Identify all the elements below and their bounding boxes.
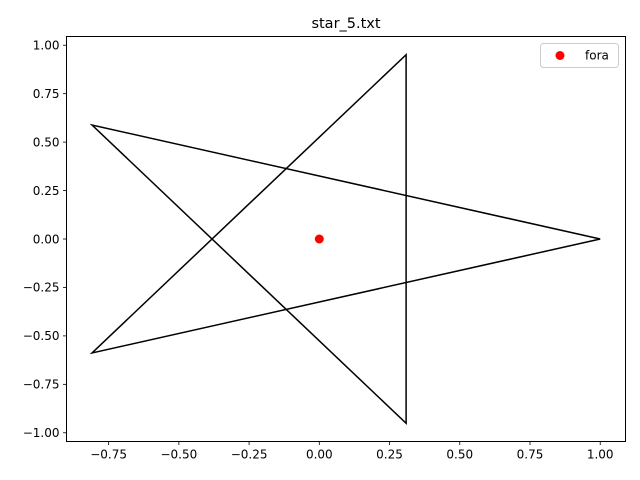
y-tick-label: 1.00: [33, 39, 60, 53]
x-tick-label: −0.75: [90, 448, 127, 462]
y-tick-label: −0.50: [23, 329, 60, 343]
x-tick-label: 1.00: [587, 448, 614, 462]
x-tick-label: 0.50: [446, 448, 473, 462]
x-axis-ticks: −0.75 −0.50 −0.25 0.00 0.25 0.50 0.75 1.00: [90, 441, 614, 462]
y-axis-ticks: 1.00 0.75 0.50 0.25 0.00 −0.25 −0.50 −0.75 −1.00: [23, 39, 67, 440]
x-tick-label: 0.00: [306, 448, 333, 462]
plot-layer: [89, 52, 601, 426]
x-tick-label: −0.25: [231, 448, 268, 462]
legend-box: [540, 43, 619, 68]
y-tick-label: 0.00: [33, 232, 60, 246]
y-tick-label: −0.75: [23, 378, 60, 392]
legend: fora: [540, 43, 619, 68]
star-line-series: [89, 52, 601, 426]
y-tick-label: 0.25: [33, 184, 60, 198]
axes-frame: [66, 36, 626, 442]
scatter-point-fora-0: [314, 234, 324, 244]
legend-label: fora: [585, 49, 609, 63]
y-tick-label: 0.75: [33, 87, 60, 101]
legend-marker: [555, 51, 565, 60]
x-tick-label: 0.75: [517, 448, 544, 462]
x-tick-label: −0.50: [160, 448, 197, 462]
x-tick-label: 0.25: [376, 448, 403, 462]
y-tick-label: −0.25: [23, 281, 60, 295]
y-tick-label: 0.50: [33, 135, 60, 149]
chart-title: star_5.txt: [311, 16, 380, 32]
y-tick-label: −1.00: [23, 426, 60, 440]
